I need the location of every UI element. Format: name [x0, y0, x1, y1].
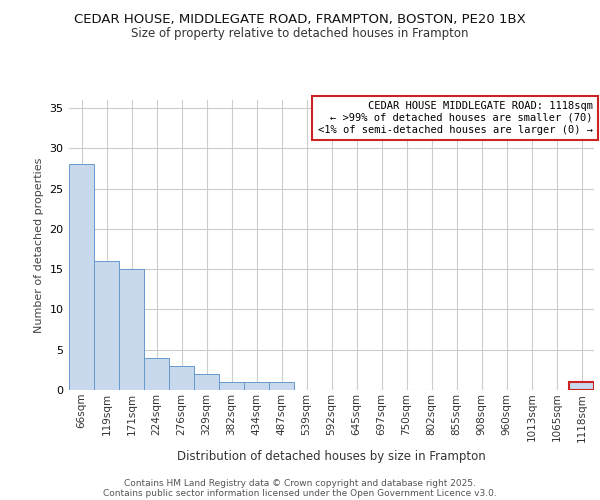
Bar: [94, 261, 119, 390]
Text: Size of property relative to detached houses in Frampton: Size of property relative to detached ho…: [131, 28, 469, 40]
Bar: [194, 374, 219, 390]
Text: Contains HM Land Registry data © Crown copyright and database right 2025.: Contains HM Land Registry data © Crown c…: [124, 478, 476, 488]
Bar: [144, 358, 169, 390]
X-axis label: Distribution of detached houses by size in Frampton: Distribution of detached houses by size …: [177, 450, 486, 463]
Bar: [244, 382, 269, 390]
Bar: [269, 382, 294, 390]
Bar: [219, 382, 244, 390]
Bar: [569, 382, 594, 390]
Text: Contains public sector information licensed under the Open Government Licence v3: Contains public sector information licen…: [103, 488, 497, 498]
Y-axis label: Number of detached properties: Number of detached properties: [34, 158, 44, 332]
Text: CEDAR HOUSE, MIDDLEGATE ROAD, FRAMPTON, BOSTON, PE20 1BX: CEDAR HOUSE, MIDDLEGATE ROAD, FRAMPTON, …: [74, 12, 526, 26]
Text: CEDAR HOUSE MIDDLEGATE ROAD: 1118sqm
← >99% of detached houses are smaller (70)
: CEDAR HOUSE MIDDLEGATE ROAD: 1118sqm ← >…: [317, 102, 593, 134]
Bar: [169, 366, 194, 390]
Bar: [119, 269, 144, 390]
Bar: [69, 164, 94, 390]
